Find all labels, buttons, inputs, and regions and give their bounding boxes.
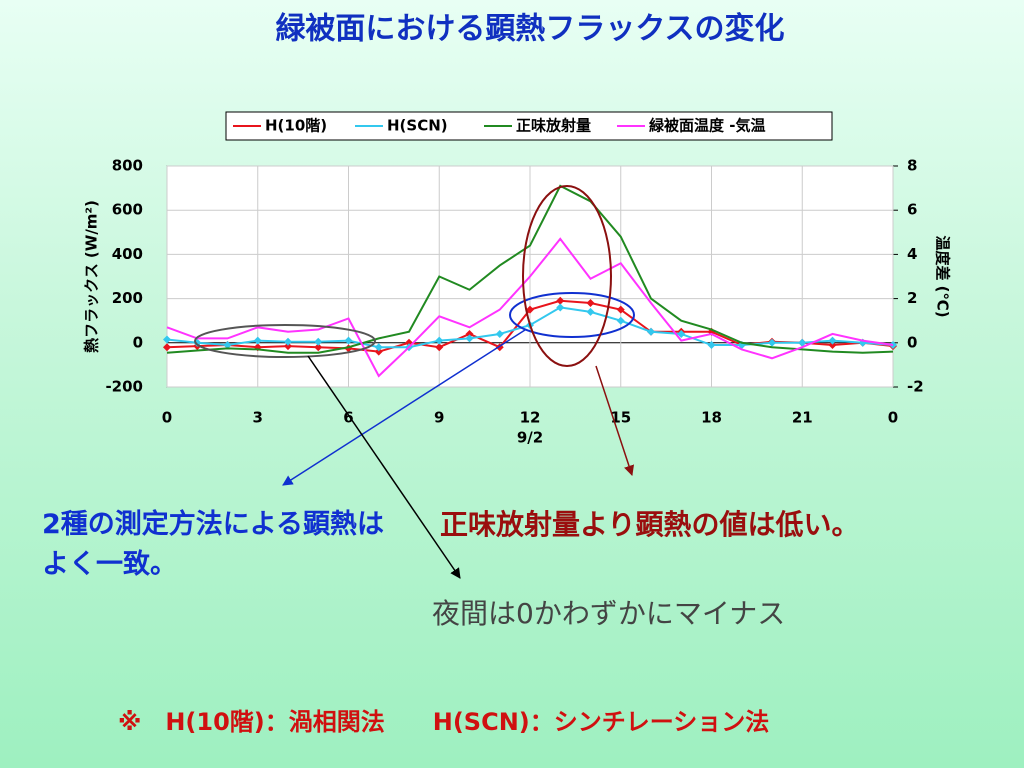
- y2-axis-title: 温度差 (℃): [934, 235, 952, 317]
- footnote: ※ H(10階)：渦相関法 H(SCN)：シンチレーション法: [118, 708, 770, 736]
- x-tick-label: 12: [520, 409, 541, 427]
- marker: [495, 329, 504, 338]
- legend-label: H(SCN): [387, 117, 448, 135]
- legend-label: 正味放射量: [516, 117, 591, 135]
- x-tick-label: 21: [792, 409, 813, 427]
- marker: [344, 336, 353, 345]
- y-axis-title: 熱フラックス (W/m²): [83, 200, 101, 353]
- marker: [284, 342, 292, 351]
- marker: [314, 343, 323, 352]
- marker: [314, 337, 323, 346]
- marker: [556, 296, 565, 305]
- sensible-ellipse: [509, 292, 635, 338]
- marker: [374, 347, 383, 356]
- marker: [828, 336, 837, 345]
- x-tick-label: 0: [162, 409, 172, 427]
- marker: [465, 329, 474, 338]
- legend-label: 緑被面温度 -気温: [649, 117, 765, 135]
- marker: [828, 341, 837, 350]
- y-tick-label: 600: [112, 201, 143, 219]
- note: 夜間は0かわずかにマイナス: [432, 597, 786, 630]
- x-tick-label: 3: [253, 409, 263, 427]
- marker: [435, 336, 444, 345]
- arrow: [307, 355, 461, 579]
- radiation-ellipse: [522, 185, 612, 367]
- x-tick-label: 9: [434, 409, 444, 427]
- series-line: [166, 184, 894, 354]
- x-tick-label: 18: [701, 409, 722, 427]
- y2-tick-label: 2: [907, 289, 917, 307]
- y2-tick-label: 0: [907, 333, 917, 351]
- marker: [253, 336, 262, 345]
- marker: [586, 299, 595, 308]
- marker: [616, 316, 625, 325]
- marker: [798, 338, 807, 347]
- marker: [707, 341, 716, 350]
- x-annotation: 9/2: [517, 429, 543, 447]
- legend-label: H(10階): [265, 117, 327, 135]
- arrow: [282, 329, 526, 486]
- marker: [677, 329, 686, 338]
- y2-tick-label: 4: [907, 245, 917, 263]
- marker: [465, 334, 474, 343]
- note: 正味放射量より顕熱の値は低い。: [440, 508, 860, 541]
- y2-tick-label: -2: [907, 378, 924, 396]
- y-tick-label: 200: [112, 289, 143, 307]
- marker: [526, 305, 534, 314]
- y2-tick-label: 6: [907, 201, 917, 219]
- marker: [586, 307, 595, 316]
- marker: [768, 338, 776, 347]
- legend: [225, 111, 833, 141]
- x-tick-label: 6: [343, 409, 353, 427]
- y-tick-label: 0: [133, 333, 143, 351]
- y-tick-label: 400: [112, 245, 143, 263]
- marker: [556, 303, 565, 312]
- x-tick-label: 0: [888, 409, 898, 427]
- x-tick-label: 15: [610, 409, 631, 427]
- marker: [284, 337, 292, 346]
- y-tick-label: 800: [112, 157, 143, 175]
- marker: [647, 327, 655, 336]
- marker: [163, 343, 171, 352]
- marker: [435, 343, 444, 352]
- series-line: [166, 237, 894, 378]
- note: 2種の測定方法による顕熱はよく一致。: [42, 509, 384, 580]
- marker: [223, 341, 232, 350]
- chart-title: 緑被面における顕熱フラックスの変化: [275, 12, 784, 47]
- night-ellipse: [194, 324, 376, 358]
- marker: [163, 335, 171, 344]
- marker: [374, 343, 383, 352]
- marker: [616, 305, 625, 314]
- y2-tick-label: 8: [907, 157, 917, 175]
- y-tick-label: -200: [105, 378, 143, 396]
- arrow: [595, 365, 635, 476]
